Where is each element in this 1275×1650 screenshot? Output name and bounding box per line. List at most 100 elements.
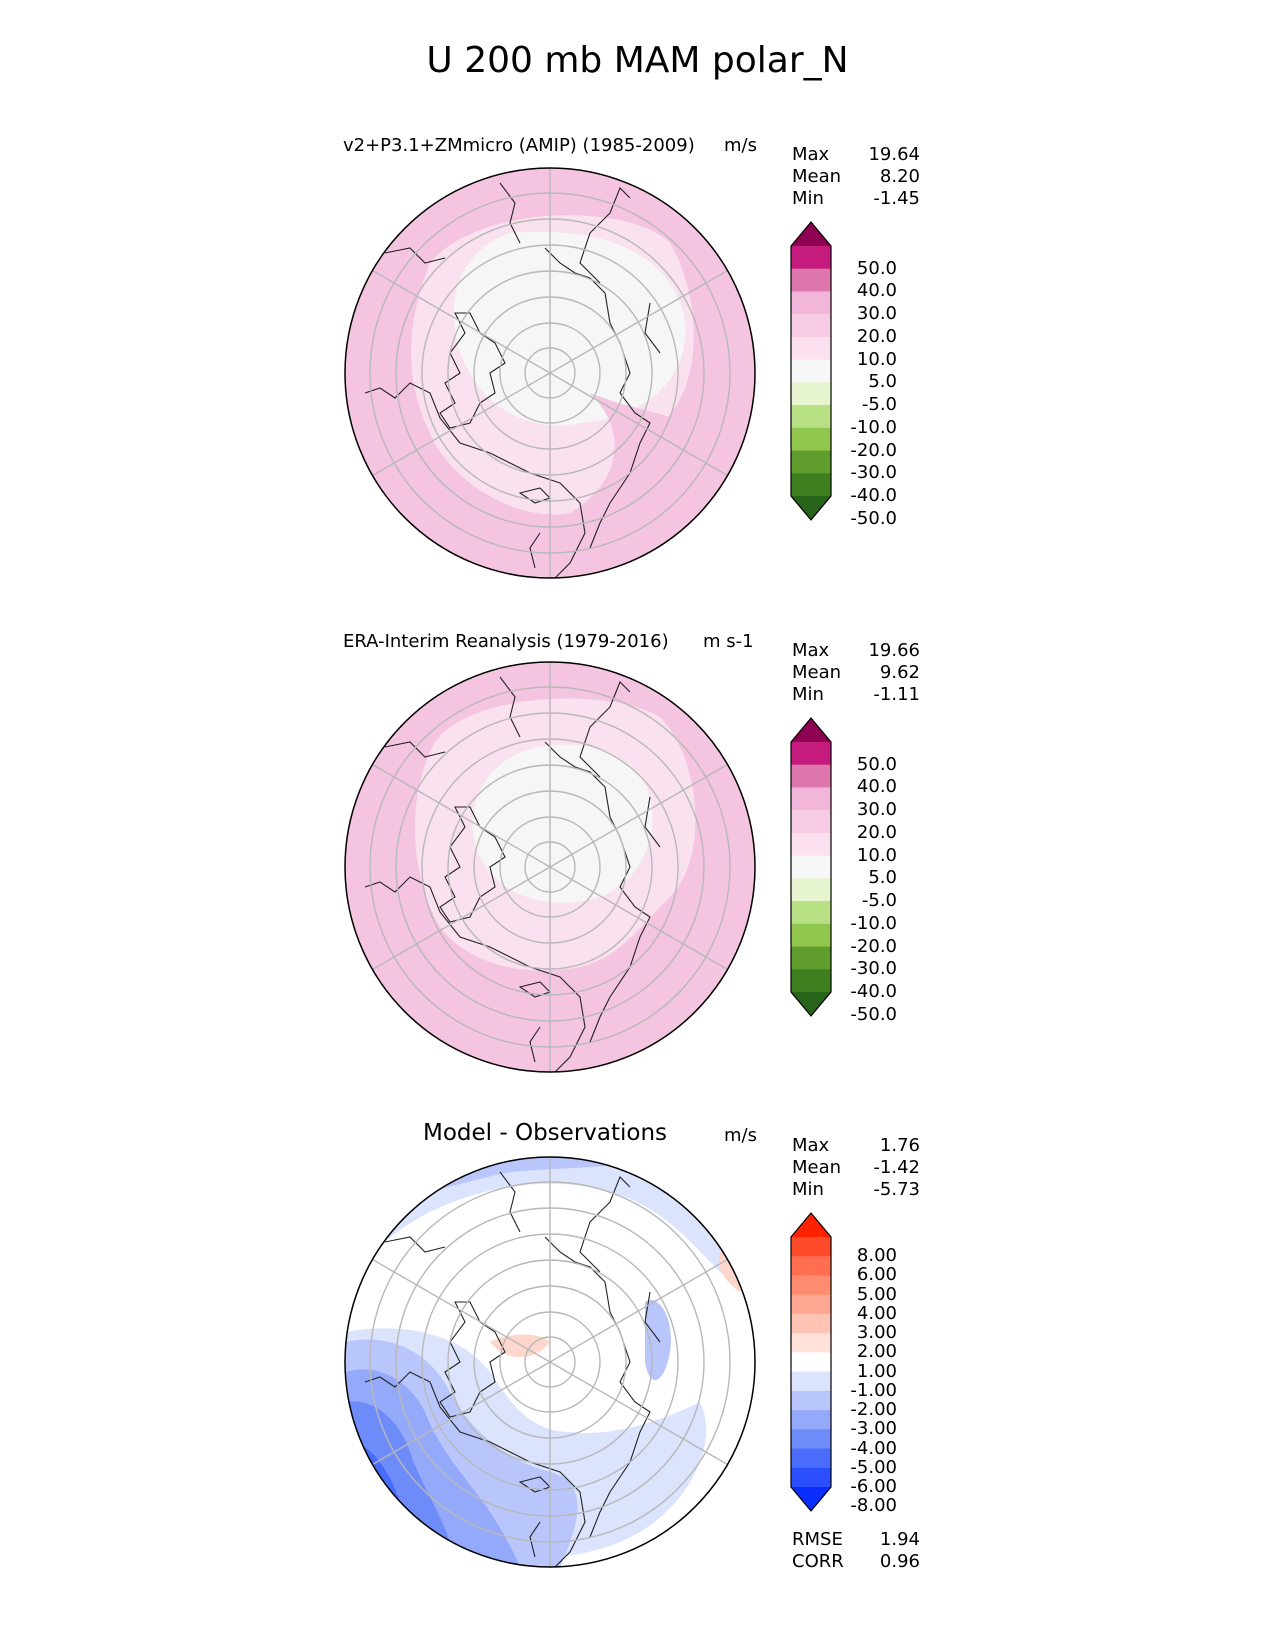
colorbar-bottom-extension bbox=[791, 496, 831, 520]
colorbar-tick-label: -3.00 bbox=[850, 1418, 897, 1440]
colorbar-tick-label: 5.00 bbox=[856, 1283, 897, 1305]
colorbar-segment bbox=[791, 314, 831, 338]
panel-2-units: m s-1 bbox=[703, 631, 754, 652]
colorbar-segment bbox=[791, 1390, 831, 1411]
stat-mean-value: 8.20 bbox=[879, 166, 920, 187]
panel-1-units: m/s bbox=[724, 135, 757, 156]
panel-3-polar-map bbox=[344, 1156, 756, 1568]
stat-min-label: Min bbox=[792, 684, 824, 705]
colorbar-segment bbox=[791, 1237, 831, 1257]
colorbar-segment bbox=[791, 742, 831, 766]
colorbar-tick-label: -30.0 bbox=[850, 958, 897, 980]
colorbar-segment bbox=[791, 1294, 831, 1315]
corr-label: CORR bbox=[792, 1551, 844, 1572]
panel-1-coastlines bbox=[364, 182, 661, 578]
colorbar-tick-label: 50.0 bbox=[856, 753, 897, 775]
panel-2-graticule bbox=[369, 662, 731, 1072]
colorbar-segment bbox=[791, 1275, 831, 1296]
panel-1-title: v2+P3.1+ZMmicro (AMIP) (1985-2009) bbox=[343, 135, 695, 156]
stat-mean-label: Mean bbox=[792, 166, 842, 187]
colorbar-tick-label: 50.0 bbox=[856, 257, 897, 279]
colorbar-tick-label: 40.0 bbox=[856, 776, 897, 798]
colorbar-outline bbox=[790, 1212, 832, 1512]
stat-mean-label: Mean bbox=[792, 1157, 842, 1178]
stat-max-label: Max bbox=[792, 144, 830, 165]
rmse-value: 1.94 bbox=[879, 1529, 920, 1550]
stat-mean-value: -1.42 bbox=[873, 1157, 920, 1178]
panel-3-graticule bbox=[369, 1157, 731, 1567]
colorbar-tick-label: 10.0 bbox=[856, 348, 897, 370]
colorbar-tick-label: -30.0 bbox=[850, 462, 897, 484]
colorbar-segment bbox=[791, 1352, 831, 1373]
figure-title: U 200 mb MAM polar_N bbox=[426, 40, 849, 81]
panel-2-stats: Max 19.66 Mean 9.62 Min -1.11 bbox=[792, 640, 920, 706]
colorbar-tick-label: 10.0 bbox=[856, 844, 897, 866]
colorbar-segment bbox=[791, 1467, 831, 1488]
stat-min-label: Min bbox=[792, 1179, 824, 1200]
colorbar-segment bbox=[791, 450, 831, 474]
colorbar-segment bbox=[791, 1256, 831, 1276]
colorbar-tick-label: 20.0 bbox=[856, 325, 897, 347]
colorbar-top-extension bbox=[791, 1213, 831, 1237]
rmse-label: RMSE bbox=[792, 1529, 843, 1550]
colorbar-segment bbox=[791, 268, 831, 292]
colorbar-tick-label: -50.0 bbox=[850, 507, 897, 529]
colorbar-tick-label: 40.0 bbox=[856, 280, 897, 302]
stat-min-value: -1.45 bbox=[873, 188, 920, 209]
colorbar-segment bbox=[791, 246, 831, 270]
colorbar-tick-label: 20.0 bbox=[856, 821, 897, 843]
panel-2-colorbar-labels: 50.0 40.0 30.0 20.0 10.0 5.0 -5.0 -10.0 -20.0 -30… bbox=[837, 718, 897, 1023]
colorbar-segment bbox=[791, 1371, 831, 1392]
colorbar-tick-label: 3.00 bbox=[856, 1322, 897, 1344]
colorbar-segment bbox=[791, 764, 831, 788]
zone-minus1-minus2 bbox=[345, 1157, 755, 1302]
panel-1-stats: Max 19.64 Mean 8.20 Min -1.45 bbox=[792, 144, 920, 210]
panel-3-metrics: RMSE 1.94 CORR 0.96 bbox=[792, 1529, 920, 1573]
colorbar-tick-label: 5.0 bbox=[868, 867, 897, 889]
colorbar-segment bbox=[791, 969, 831, 993]
colorbar-segment bbox=[791, 336, 831, 361]
panel-2-title: ERA-Interim Reanalysis (1979-2016) bbox=[343, 631, 669, 652]
colorbar-segment bbox=[791, 855, 831, 879]
colorbar-tick-label: 1.00 bbox=[856, 1360, 897, 1382]
colorbar-tick-label: -5.0 bbox=[861, 394, 897, 416]
panel-3-stats: Max 1.76 Mean -1.42 Min -5.73 bbox=[792, 1135, 920, 1201]
colorbar-tick-label: 4.00 bbox=[856, 1302, 897, 1324]
colorbar-segment bbox=[791, 359, 831, 383]
panel-1-colorbar-labels: 50.0 40.0 30.0 20.0 10.0 5.0 -5.0 -10.0 -20.0 -30… bbox=[837, 222, 897, 527]
stat-mean-value: 9.62 bbox=[879, 662, 920, 683]
colorbar-tick-label: 8.00 bbox=[856, 1245, 897, 1267]
panel-3-units: m/s bbox=[724, 1125, 757, 1146]
colorbar-tick-label: -20.0 bbox=[850, 935, 897, 957]
stat-max-label: Max bbox=[792, 640, 830, 661]
zone-minus5-5 bbox=[472, 744, 653, 903]
colorbar-tick-label: -20.0 bbox=[850, 439, 897, 461]
colorbar-tick-label: -5.00 bbox=[850, 1456, 897, 1478]
colorbar-top-extension bbox=[791, 222, 831, 246]
colorbar-tick-label: 30.0 bbox=[856, 799, 897, 821]
colorbar-segment bbox=[791, 473, 831, 497]
panel-2-colorbar bbox=[790, 717, 832, 1017]
colorbar-bottom-extension bbox=[791, 992, 831, 1016]
stat-max-value: 19.66 bbox=[868, 640, 920, 661]
colorbar-top-extension bbox=[791, 718, 831, 742]
colorbar-tick-label: -8.00 bbox=[850, 1495, 897, 1517]
colorbar-tick-label: -2.00 bbox=[850, 1399, 897, 1421]
panel-2-polar-map bbox=[344, 661, 756, 1073]
stat-min-label: Min bbox=[792, 188, 824, 209]
colorbar-tick-label: -5.0 bbox=[861, 890, 897, 912]
colorbar-tick-label: 6.00 bbox=[856, 1264, 897, 1286]
panel-1-colorbar bbox=[790, 221, 832, 521]
stat-min-value: -1.11 bbox=[873, 684, 920, 705]
colorbar-segment bbox=[791, 1333, 831, 1353]
stat-min-value: -5.73 bbox=[873, 1179, 920, 1200]
panel-3-title: Model - Observations bbox=[423, 1120, 668, 1146]
colorbar-tick-label: -10.0 bbox=[850, 416, 897, 438]
colorbar-segment bbox=[791, 946, 831, 970]
colorbar-tick-label: 5.0 bbox=[868, 371, 897, 393]
colorbar-segment bbox=[791, 1313, 831, 1334]
colorbar-tick-label: -6.00 bbox=[850, 1476, 897, 1497]
colorbar-segment bbox=[791, 382, 831, 406]
colorbar-segment bbox=[791, 1410, 831, 1430]
colorbar-outline bbox=[790, 717, 832, 1017]
